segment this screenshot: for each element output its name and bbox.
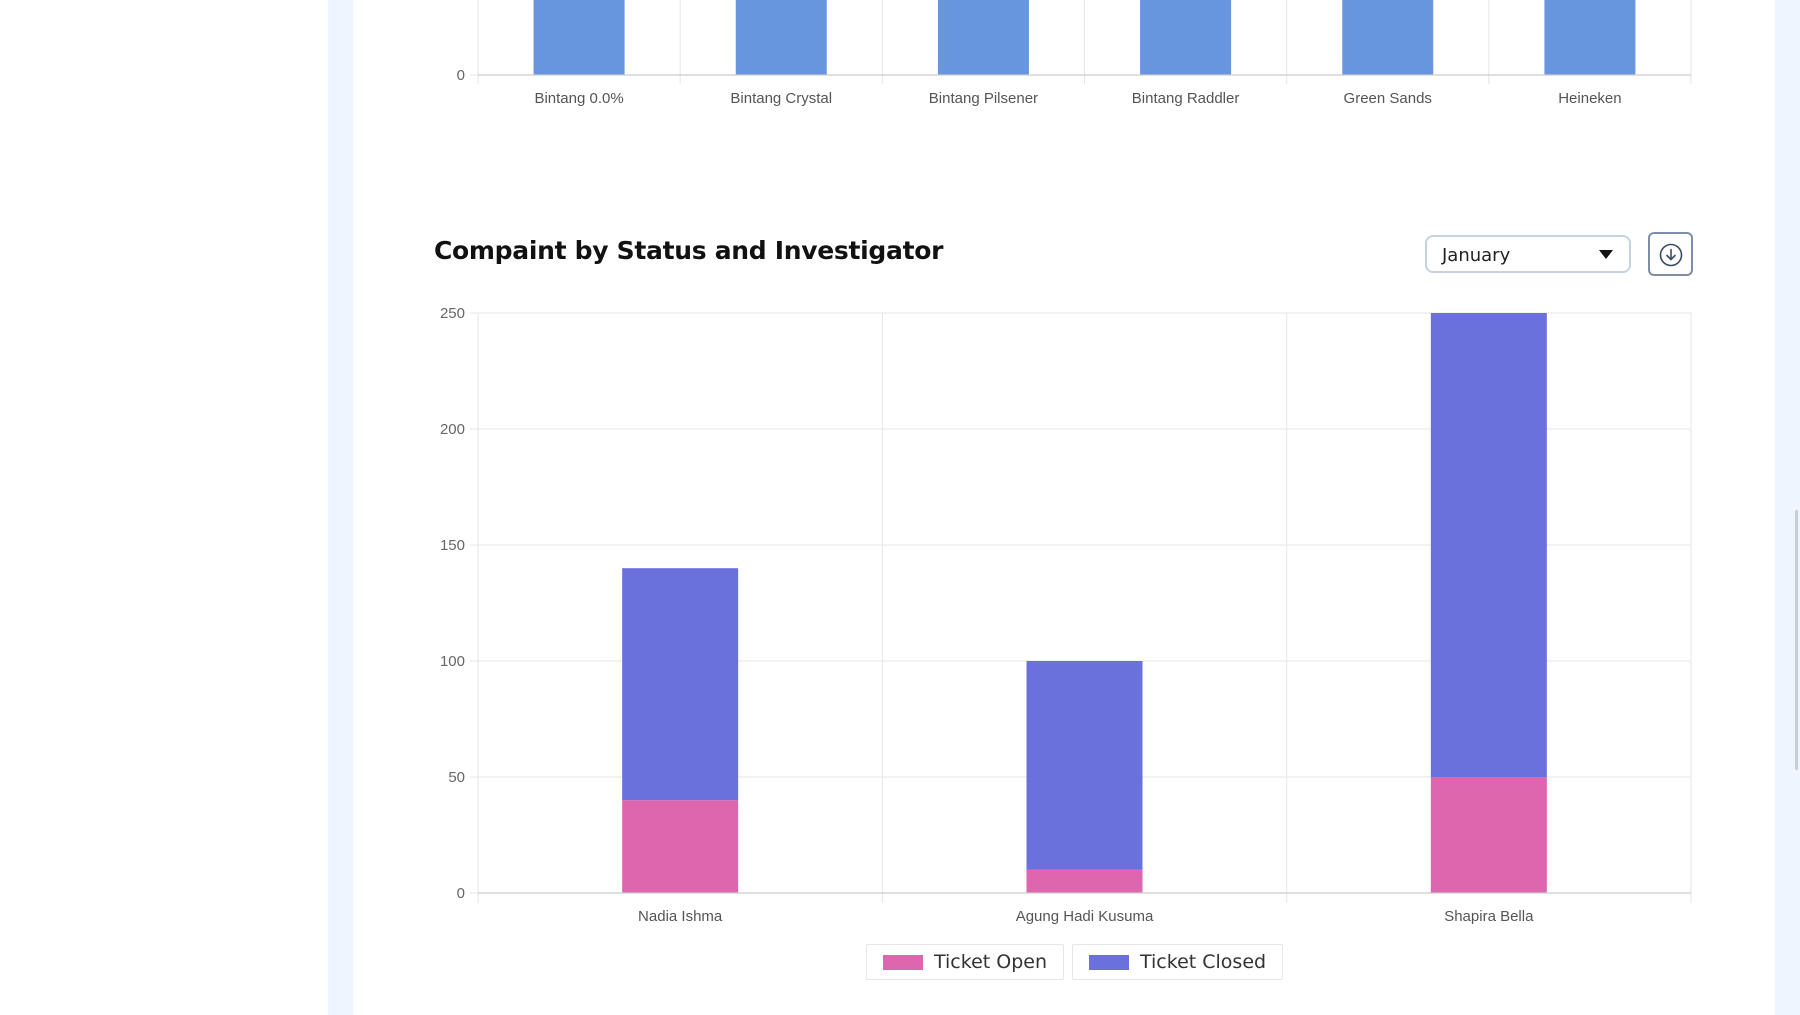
top-bar-bintang-crystal	[735, 0, 827, 75]
legend-label-ticket-closed: Ticket Closed	[1140, 951, 1267, 973]
main-y-tick-label: 100	[440, 653, 465, 670]
top-category-label: Heineken	[1558, 90, 1621, 107]
main-chart-bars	[622, 313, 1547, 893]
top-bar-heineken	[1544, 0, 1636, 75]
main-chart-axis	[470, 312, 1692, 903]
month-select[interactable]: January	[1425, 235, 1631, 273]
top-chart-grid	[477, 0, 1692, 75]
main-category-label: Nadia Ishma	[638, 908, 723, 925]
main-y-tick-label: 250	[440, 305, 465, 322]
main-category-label: Agung Hadi Kusuma	[1016, 908, 1154, 925]
top-y-tick-label: 0	[457, 67, 465, 84]
download-button[interactable]	[1648, 232, 1693, 276]
main-y-tick-label: 150	[440, 537, 465, 554]
bar-ticket-open-nadia-ishma	[622, 800, 739, 893]
bar-ticket-open-agung-hadi-kusuma	[1026, 869, 1143, 893]
legend-swatch-ticket-open	[883, 954, 923, 970]
top-chart-bars	[533, 0, 1636, 75]
top-bar-green-sands	[1342, 0, 1434, 75]
download-circle-icon	[1659, 243, 1683, 267]
bar-ticket-open-shapira-bella	[1430, 777, 1547, 893]
scrollbar-thumb[interactable]	[1795, 510, 1798, 770]
legend-item-ticket-closed[interactable]: Ticket Closed	[1072, 944, 1284, 980]
top-category-label: Green Sands	[1344, 90, 1432, 107]
top-category-label: Bintang Raddler	[1132, 90, 1240, 107]
main-y-tick-label: 0	[457, 885, 465, 902]
top-chart-axis	[470, 74, 1692, 84]
top-bar-bintang-pilsener	[937, 0, 1029, 75]
page-gutter-right	[1775, 0, 1800, 1015]
status-investigator-chart: 0 50 100 150 200 250 Nadia Ishma Agung Hadi Kus…	[440, 305, 1692, 925]
top-bar-bintang-0-0	[533, 0, 625, 75]
chart-legend: Ticket Open Ticket Closed	[866, 944, 1284, 982]
main-chart-labels: 0 50 100 150 200 250 Nadia Ishma Agung Hadi Kus…	[440, 305, 1534, 925]
sidebar-area	[0, 0, 328, 1015]
legend-item-ticket-open[interactable]: Ticket Open	[866, 944, 1064, 980]
legend-label-ticket-open: Ticket Open	[934, 951, 1047, 973]
caret-down-icon	[1599, 250, 1613, 259]
top-category-label: Bintang Crystal	[730, 90, 832, 107]
legend-swatch-ticket-closed	[1089, 954, 1129, 970]
bar-ticket-closed-agung-hadi-kusuma	[1026, 661, 1143, 870]
top-category-label: Bintang 0.0%	[534, 90, 623, 107]
main-y-tick-label: 200	[440, 421, 465, 438]
top-bar-bintang-raddler	[1140, 0, 1232, 75]
section-title: Compaint by Status and Investigator	[434, 236, 944, 265]
main-y-tick-label: 50	[448, 769, 465, 786]
main-category-label: Shapira Bella	[1444, 908, 1534, 925]
bar-ticket-closed-nadia-ishma	[622, 568, 739, 801]
month-select-value: January	[1442, 245, 1511, 266]
top-chart-labels: 0 Bintang 0.0% Bintang Crystal Bintang Pils…	[457, 67, 1622, 107]
top-category-label: Bintang Pilsener	[929, 90, 1038, 107]
product-complaint-chart: 0 Bintang 0.0% Bintang Crystal Bintang Pils…	[457, 0, 1692, 107]
bar-ticket-closed-shapira-bella	[1430, 313, 1547, 777]
page-gutter-left	[328, 0, 353, 1015]
